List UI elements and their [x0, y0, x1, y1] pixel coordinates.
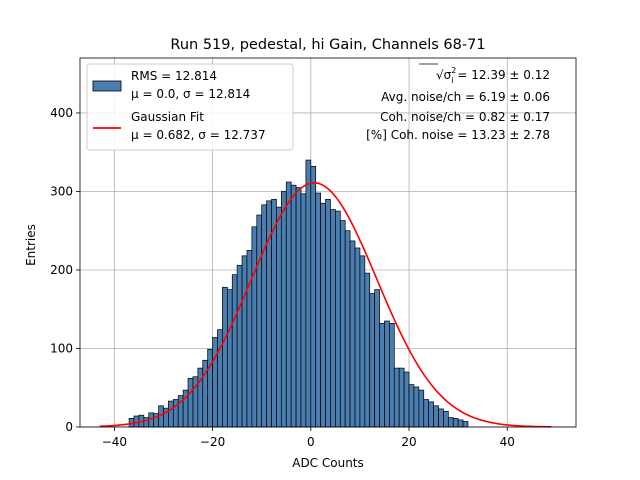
y-tick-label: 400 [50, 106, 73, 120]
histogram-bar [393, 367, 400, 428]
histogram-bar [389, 323, 395, 428]
annotation-sigma-sub: i [451, 76, 453, 85]
histogram-bar [374, 289, 380, 428]
y-tick-label: 300 [50, 184, 73, 198]
y-axis-label: Entries [24, 224, 38, 266]
x-tick-label: 20 [401, 435, 416, 449]
histogram-bar [443, 410, 449, 428]
annotation-sigma-value: = 12.39 ± 0.12 [454, 68, 550, 82]
histogram-bar [428, 401, 434, 428]
histogram-bar [462, 421, 469, 428]
histogram-bar [384, 320, 390, 428]
histogram-bar [168, 400, 174, 428]
histogram-bar [418, 389, 425, 428]
histogram-bar [222, 286, 228, 428]
histogram-bar [246, 250, 253, 428]
histogram-bar [251, 226, 258, 428]
histogram-bar [349, 240, 356, 428]
histogram-bar [398, 367, 405, 428]
histogram-bar [226, 289, 233, 428]
annotation-sigma-sup: 2 [451, 66, 456, 75]
histogram-bar [276, 206, 282, 428]
x-tick-label: −20 [200, 435, 225, 449]
histogram-bar [339, 220, 346, 428]
histogram-bar [295, 187, 302, 428]
histogram-bar [325, 198, 331, 428]
histogram-bar [310, 165, 317, 428]
histogram-bar [447, 417, 454, 428]
legend-fit-label: Gaussian Fit [131, 110, 204, 124]
histogram-bar [187, 377, 194, 428]
x-tick-label: 0 [307, 435, 315, 449]
histogram-bar [236, 264, 243, 428]
legend: RMS = 12.814 μ = 0.0, σ = 12.814 Gaussia… [86, 63, 294, 151]
x-axis-ticks: −40 −20 0 20 40 [102, 427, 515, 449]
y-tick-label: 200 [50, 263, 73, 277]
y-tick-label: 100 [50, 341, 73, 355]
x-axis-label: ADC Counts [292, 456, 364, 470]
histogram-bar [359, 255, 366, 428]
histogram-bar [408, 384, 415, 428]
annotations: √σ2 i = 12.39 ± 0.12 Avg. noise/ch = 6.19… [366, 63, 550, 142]
y-tick-label: 0 [65, 420, 73, 434]
legend-histogram-stats: μ = 0.0, σ = 12.814 [131, 87, 250, 101]
histogram-bar [207, 348, 213, 428]
histogram-bar [300, 193, 307, 428]
annotation-sigma-root: √ [436, 68, 444, 82]
histogram-bar [330, 209, 336, 428]
x-tick-label: 40 [500, 435, 515, 449]
histogram-bar [241, 255, 248, 428]
chart-title: Run 519, pedestal, hi Gain, Channels 68-… [170, 37, 485, 53]
y-axis-ticks: 0 100 200 300 400 [50, 106, 80, 434]
histogram-bar [423, 399, 430, 428]
annotation-avg-noise: Avg. noise/ch = 6.19 ± 0.06 [381, 90, 550, 104]
histogram-bar [261, 204, 267, 428]
legend-box [86, 63, 294, 151]
gaussian-fit-line [99, 182, 552, 428]
histogram-bar [433, 405, 439, 428]
histogram-bar [369, 293, 376, 428]
annotation-coh-noise: Coh. noise/ch = 0.82 ± 0.17 [380, 110, 550, 124]
histogram-bar [403, 371, 410, 428]
histogram-bar [364, 272, 371, 428]
axes-frame [79, 57, 577, 428]
histogram-bar [290, 184, 297, 428]
annotation-sigma: √σ2 i = 12.39 ± 0.12 [436, 66, 550, 85]
histogram-bar [457, 419, 464, 428]
histogram-bar [438, 408, 444, 428]
histogram-bar [354, 247, 361, 428]
histogram-bar [379, 323, 385, 428]
histogram-bar [280, 191, 287, 428]
histogram-bar [320, 202, 326, 428]
histogram-bar [344, 230, 351, 428]
histogram-bar [231, 274, 238, 428]
legend-fit-stats: μ = 0.682, σ = 12.737 [131, 128, 266, 142]
histogram-bar [133, 415, 140, 428]
histogram-bar [452, 418, 459, 428]
legend-histogram-swatch [92, 80, 122, 92]
annotation-sigma-symbol: σ [444, 68, 452, 82]
histogram-bars [128, 159, 469, 428]
x-tick-label: −40 [102, 435, 127, 449]
histogram-bar [256, 214, 263, 428]
histogram-bar [315, 192, 321, 428]
histogram-bar [212, 337, 218, 428]
histogram-bar [335, 210, 341, 428]
legend-histogram-label: RMS = 12.814 [131, 69, 217, 83]
histogram-bar [285, 181, 292, 428]
histogram-bar [305, 159, 312, 428]
histogram-bar [413, 386, 420, 428]
annotation-coh-noise-percent: [%] Coh. noise = 13.23 ± 2.78 [366, 128, 550, 142]
